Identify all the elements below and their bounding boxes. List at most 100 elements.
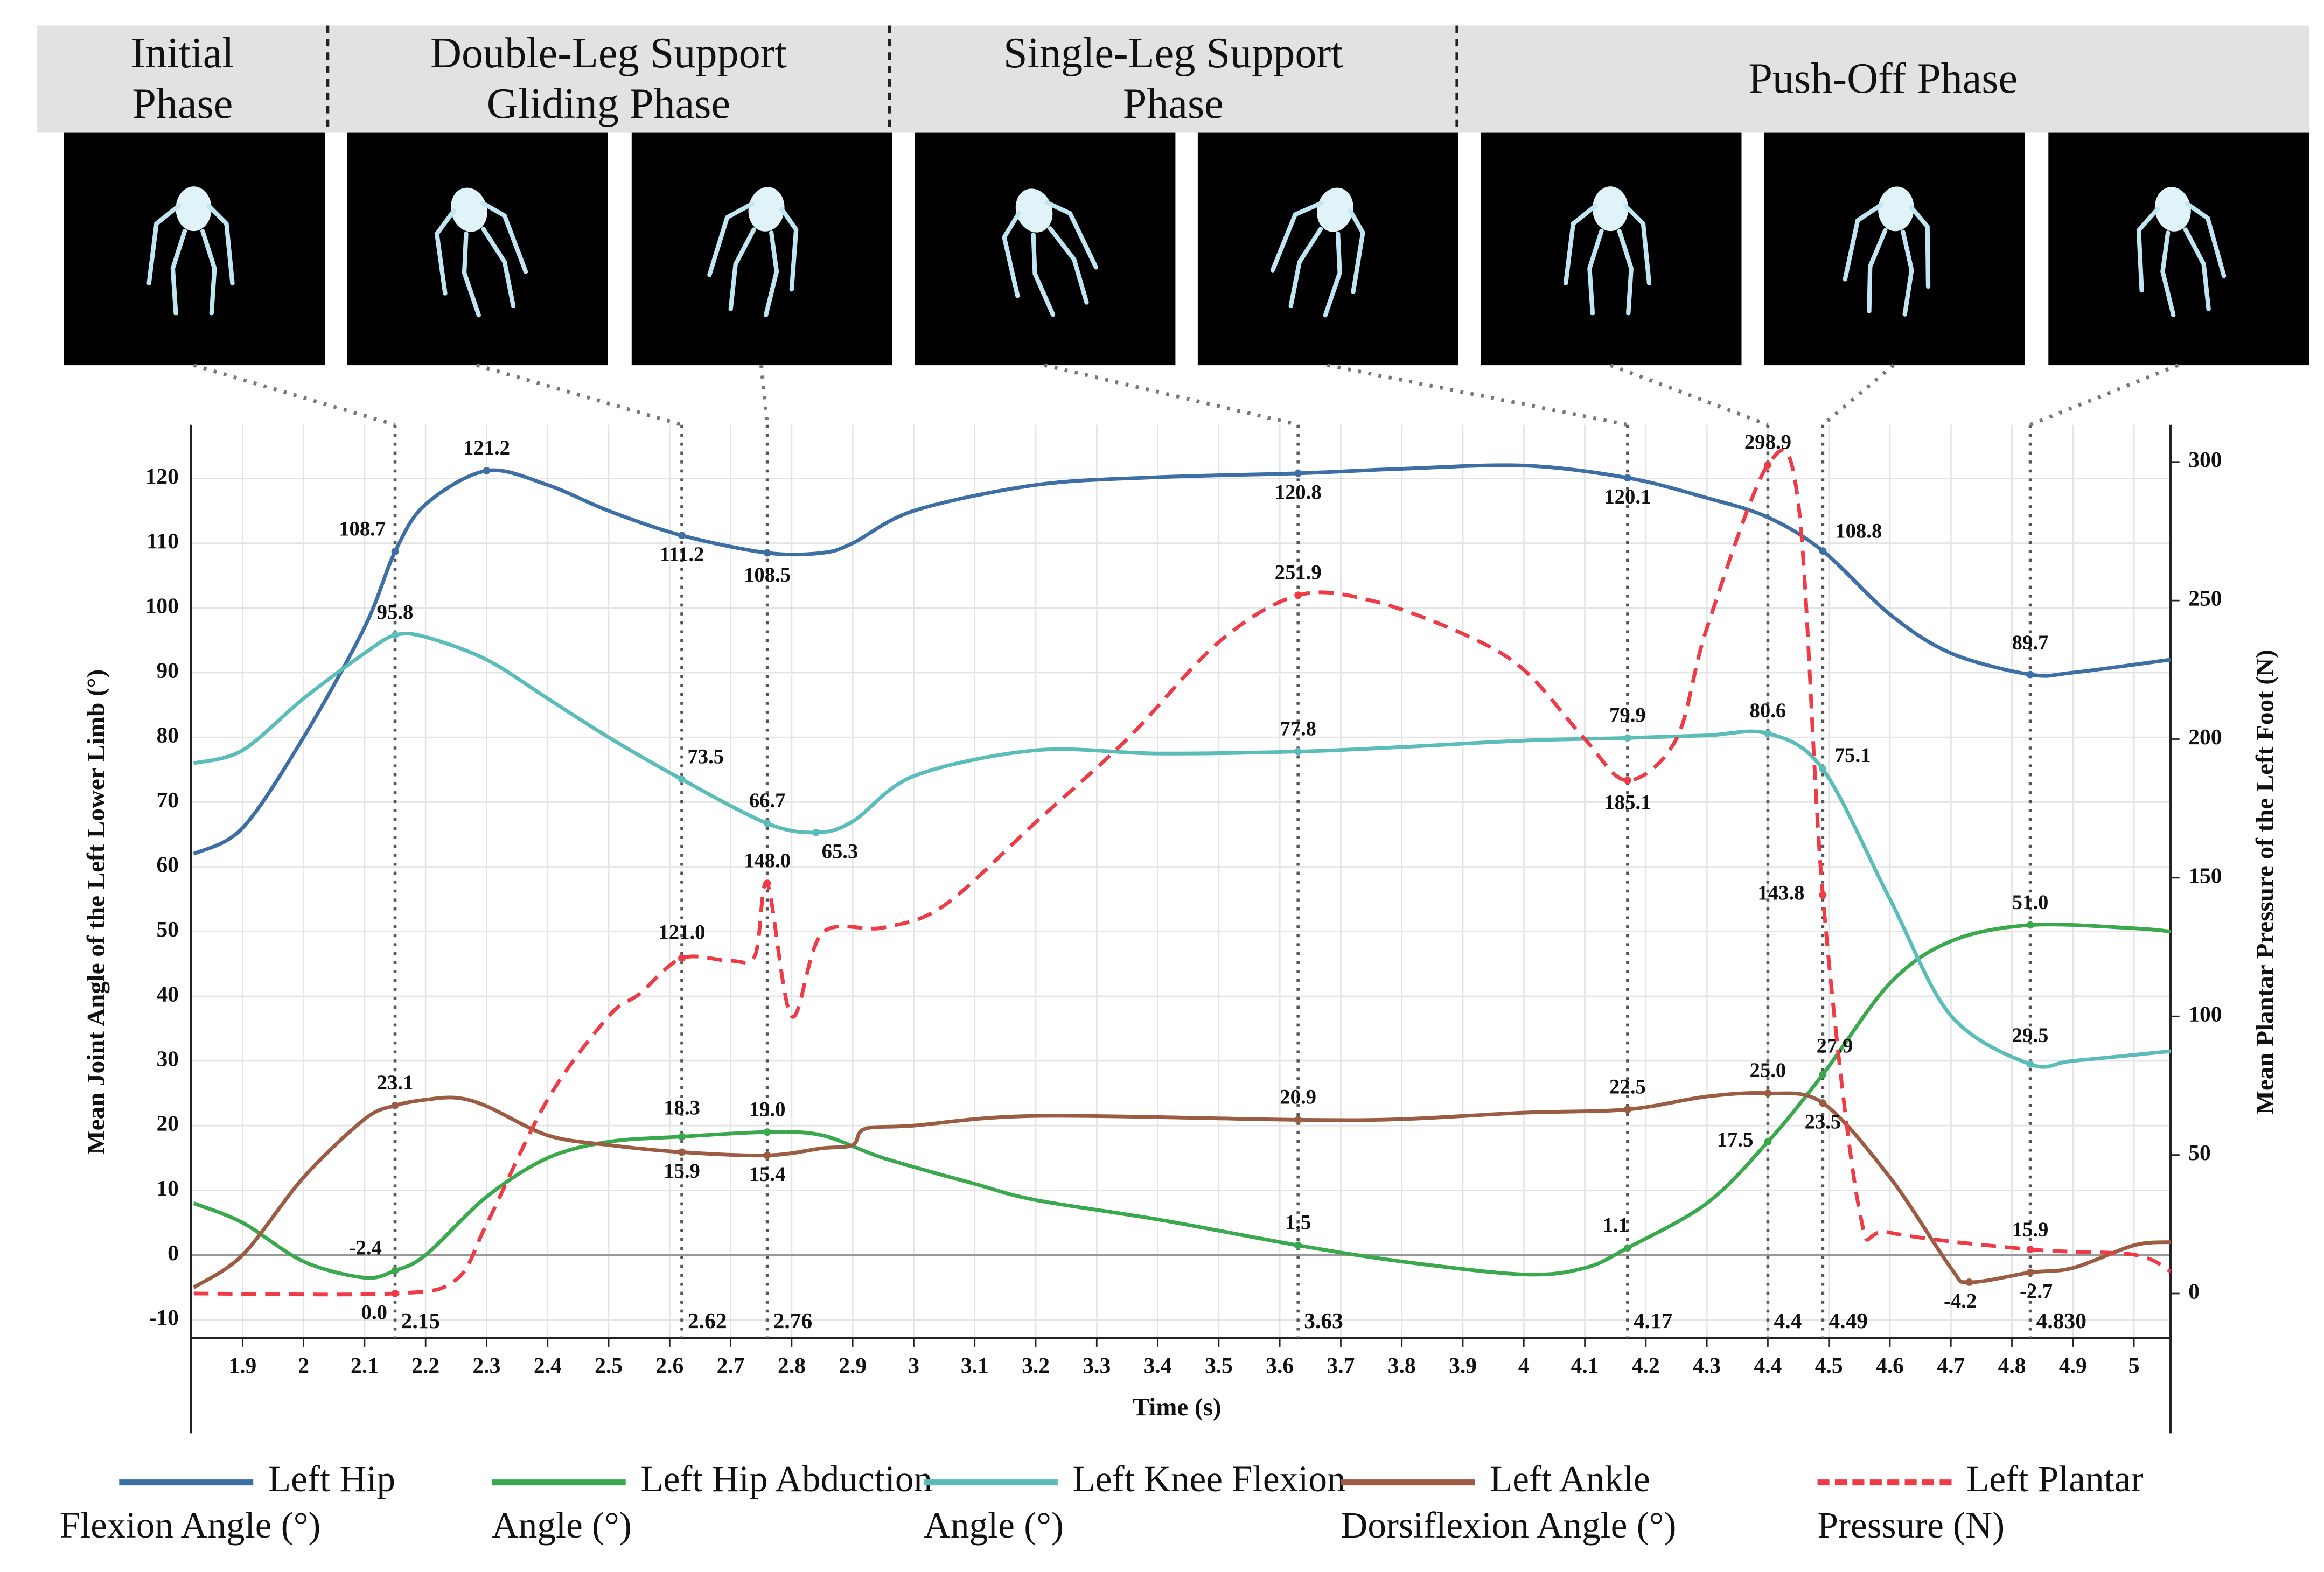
point [1764,1138,1772,1146]
x-tick-label: 2.6 [655,1353,683,1378]
point [391,1267,399,1275]
value-label: 89.7 [2012,631,2049,654]
connector [1044,363,1299,427]
legend-entry: Left Knee Flexion Angle (°) [923,1457,1371,1549]
point [763,820,771,827]
y-tick-label: 0 [168,1240,179,1265]
y-tick-label: 10 [156,1176,178,1200]
point [1294,747,1302,756]
value-label: 185.1 [1604,791,1651,814]
y2-tick-label: 250 [2188,586,2222,611]
point [1819,1071,1827,1079]
x-tick-label: 2.7 [717,1353,745,1378]
value-label: 25.0 [1750,1059,1786,1082]
legend-swatch [1817,1479,1952,1486]
phase-label-box: Push-Off Phase [1748,55,2018,103]
connector [1327,363,1628,427]
y2-tick-label: 300 [2188,447,2222,472]
value-label: 108.7 [339,517,386,540]
marker-label: 2.62 [688,1308,727,1333]
point [1819,547,1827,555]
y-tick-label: 20 [156,1111,178,1136]
x-axis-title: Time (s) [1133,1393,1222,1421]
point [812,828,820,836]
x-tick-label: 4.8 [1998,1353,2026,1378]
x-tick-label: 4.3 [1693,1353,1721,1378]
y-tick-label: 70 [156,787,178,812]
legend-swatch [491,1479,626,1486]
x-tick-label: 4.2 [1632,1353,1660,1378]
legend-label: Left Ankle Dorsiflexion Angle (°) [1341,1460,1677,1547]
point [763,1128,771,1136]
point [1764,730,1772,737]
legend-entry-box: Left Plantar Pressure (N) [1817,1457,2265,1549]
series-line [193,448,2172,1297]
marker-label: 4.4 [1774,1308,1802,1333]
x-tick-label: 2 [298,1353,309,1378]
value-label: 65.3 [822,840,859,863]
value-label: 1.5 [1285,1211,1311,1234]
x-tick-label: 3.1 [961,1353,989,1378]
y2-axis-title: Mean Plantar Pressure of the Left Foot (… [2251,649,2279,1114]
point [391,548,399,556]
value-label: 20.9 [1280,1086,1316,1109]
y2-tick-label: 100 [2188,1002,2222,1026]
x-tick-label: 5 [2128,1353,2140,1378]
value-label: 22.5 [1609,1075,1646,1098]
value-label: 143.8 [1757,882,1804,905]
phase-image [64,132,325,366]
y-tick-label: -10 [149,1305,179,1330]
phase-image [2048,132,2309,366]
phase-image [347,132,608,366]
x-tick-label: 2.3 [473,1353,501,1378]
phase-image [1763,132,2025,366]
phase-image [915,132,1176,366]
value-label: -2.7 [2020,1280,2053,1303]
point [2026,921,2034,929]
y2-tick-label: 50 [2188,1140,2210,1165]
phase-label-box: Single-Leg Support Phase [1003,30,1343,129]
phase-label: Initial Phase [131,30,234,129]
y-tick-label: 110 [146,528,179,553]
legend-swatch [119,1479,254,1486]
point [1819,1099,1827,1107]
x-tick-label: 4.9 [2059,1353,2087,1378]
point [763,879,771,888]
series-line [192,1091,2171,1289]
y2-tick-label: 0 [2188,1278,2200,1303]
value-label: -4.2 [1944,1290,1977,1313]
x-tick-label: 3.5 [1205,1353,1233,1378]
value-label: 111.2 [660,543,704,566]
phase-label-box: Initial Phase [131,30,234,129]
value-label: 108.8 [1835,520,1882,543]
x-tick-label: 3.4 [1144,1353,1172,1378]
value-label: 108.5 [744,563,791,586]
point [1819,765,1827,773]
value-label: 298.9 [1744,431,1791,454]
y-axis-title: Mean Joint Angle of the Left Lower Limb … [82,669,110,1155]
legend-label: Left Knee Flexion Angle (°) [923,1460,1346,1547]
value-label: 23.1 [377,1071,414,1094]
phase-label: Double-Leg Support Gliding Phase [430,30,787,129]
connector [476,363,682,427]
marker-label: 3.63 [1304,1308,1343,1333]
point [391,631,399,639]
marker-label: 4.49 [1829,1308,1868,1333]
point [678,775,686,784]
legend-swatch [1341,1479,1475,1486]
point [1764,1089,1772,1097]
value-label: 251.9 [1275,561,1322,584]
value-label: 80.6 [1750,699,1786,722]
point [1294,1241,1302,1249]
value-label: 73.5 [687,745,724,768]
y-tick-label: 40 [156,981,178,1006]
x-tick-label: 4.7 [1937,1353,1965,1378]
marker-label: 4.830 [2036,1308,2086,1333]
legend-entry-box: Left Knee Flexion Angle (°) [923,1457,1371,1549]
legend-entry-box: Left Hip Abduction Angle (°) [491,1457,939,1549]
phase-band [37,25,2309,133]
y-tick-label: 60 [156,852,178,877]
legend-swatch [923,1479,1058,1486]
point [2026,670,2034,679]
legend-entry: Left Hip Abduction Angle (°) [491,1457,939,1549]
